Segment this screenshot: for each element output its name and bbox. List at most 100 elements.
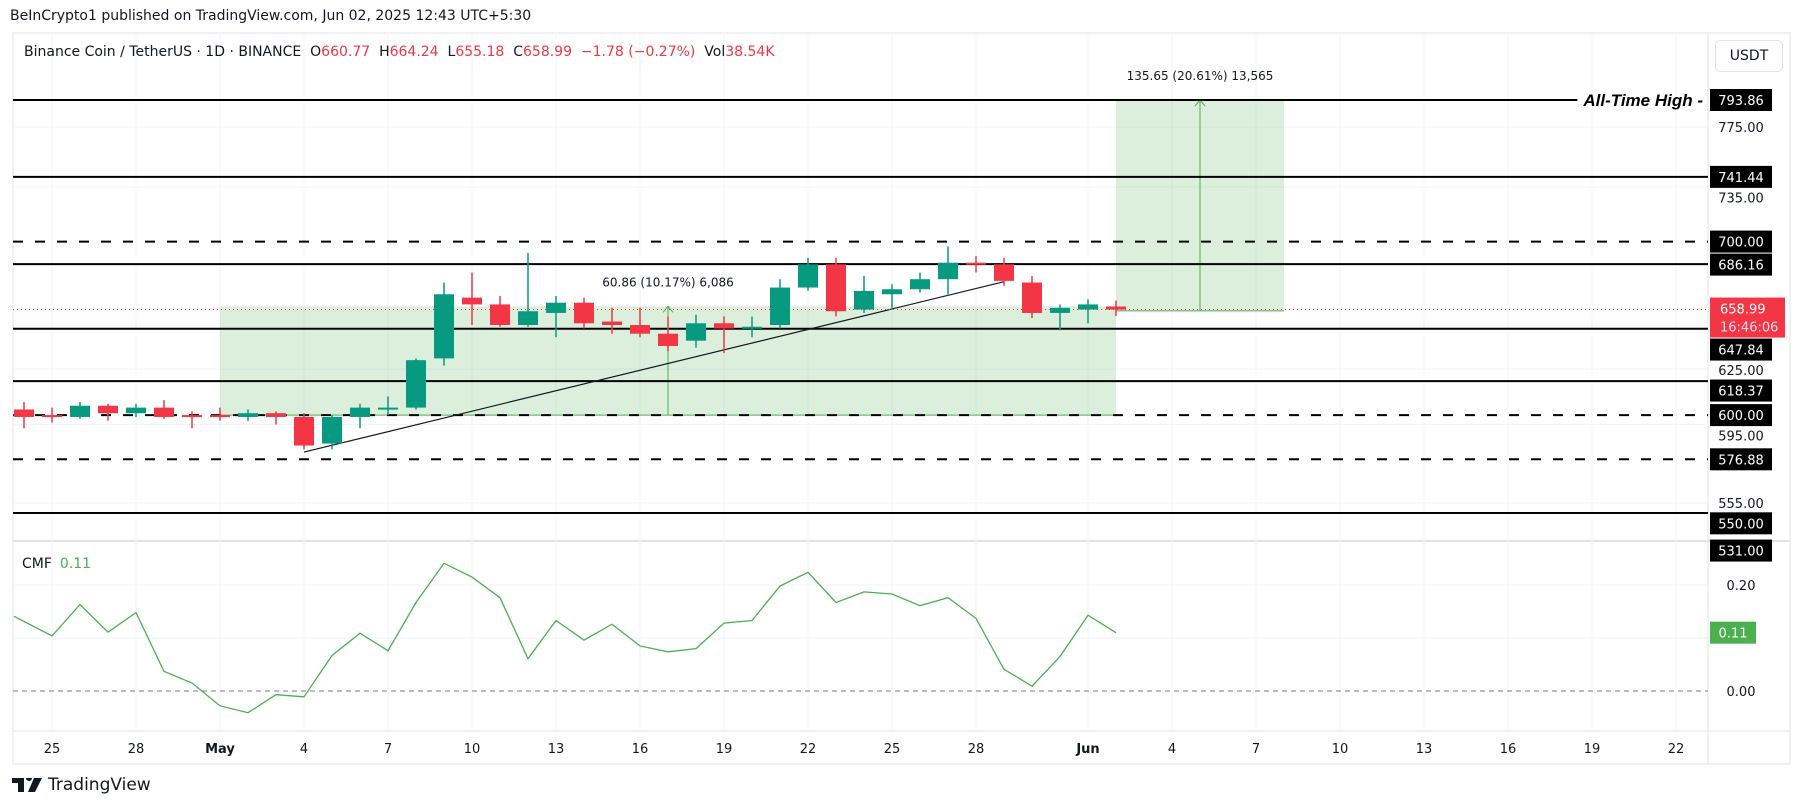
candle[interactable] <box>770 279 790 329</box>
trendline[interactable] <box>303 281 1005 453</box>
candle-body <box>854 290 874 310</box>
arrow-head-icon <box>662 305 674 313</box>
time-axis-label: 10 <box>1332 742 1349 757</box>
candle-body <box>686 323 706 341</box>
candle[interactable] <box>434 282 454 366</box>
candle-body <box>266 413 286 417</box>
time-axis-label: 22 <box>800 742 817 757</box>
cmf-line[interactable] <box>13 562 1117 714</box>
candle[interactable] <box>70 402 90 419</box>
candle-body <box>434 294 454 359</box>
candle-body <box>154 407 174 417</box>
level-price-tag <box>1710 379 1772 402</box>
tradingview-brand: TradingView <box>48 775 151 795</box>
close-value: 658.99 <box>523 44 572 60</box>
candle[interactable] <box>518 252 538 327</box>
candle[interactable] <box>210 407 230 421</box>
low-label: L <box>447 44 456 60</box>
candle[interactable] <box>882 284 902 308</box>
tradingview-logo-icon <box>12 778 42 792</box>
countdown-label: 16:46:06 <box>1720 321 1778 336</box>
candle[interactable] <box>462 272 482 326</box>
candle-body <box>126 407 146 414</box>
candle[interactable] <box>350 403 370 429</box>
candle[interactable] <box>322 415 342 450</box>
level-price-label: 576.88 <box>1718 453 1764 468</box>
time-axis-label: 19 <box>1584 742 1601 757</box>
level-price-tag <box>1710 512 1772 535</box>
time-axis-label: 7 <box>384 742 392 757</box>
candle-body <box>350 407 370 417</box>
candle[interactable] <box>742 316 762 338</box>
candle[interactable] <box>154 400 174 419</box>
candle[interactable] <box>686 314 706 348</box>
time-axis-label: 16 <box>632 742 649 757</box>
candle[interactable] <box>238 409 258 421</box>
candle[interactable] <box>546 295 566 338</box>
price-tick-label: 735.00 <box>1718 191 1764 206</box>
candle[interactable] <box>42 407 62 423</box>
tradingview-logo[interactable]: TradingView <box>12 775 151 795</box>
candle-body <box>14 409 34 417</box>
candle-body <box>546 302 566 313</box>
open-value: 660.77 <box>321 44 371 60</box>
candle[interactable] <box>406 358 426 410</box>
candle[interactable] <box>630 307 650 338</box>
level-price-tag <box>1710 338 1772 361</box>
candle[interactable] <box>658 316 678 352</box>
currency-button[interactable]: USDT <box>1715 40 1783 72</box>
volume-label: Vol <box>704 44 726 60</box>
candle-body <box>490 304 510 326</box>
time-axis-label: 7 <box>1252 742 1260 757</box>
candle[interactable] <box>994 257 1014 286</box>
time-axis-label: 22 <box>1668 742 1685 757</box>
level-price-label: 618.37 <box>1718 385 1764 400</box>
candle[interactable] <box>826 257 846 317</box>
chart-frame <box>12 32 1791 765</box>
candle[interactable] <box>1106 300 1126 317</box>
candle[interactable] <box>266 411 286 425</box>
price-tick-label: 775.00 <box>1718 121 1764 136</box>
time-axis-label: 28 <box>128 742 145 757</box>
time-axis-label: Jun <box>1075 742 1099 757</box>
candle[interactable] <box>966 256 986 273</box>
candle[interactable] <box>126 403 146 417</box>
candle-body <box>798 264 818 288</box>
candle[interactable] <box>378 396 398 416</box>
candle[interactable] <box>714 316 734 354</box>
measure-label: 60.86 (10.17%) 6,086 <box>602 275 733 289</box>
candle[interactable] <box>98 403 118 421</box>
cmf-name[interactable]: CMF <box>22 556 52 572</box>
level-price-label: 741.44 <box>1718 171 1764 186</box>
candle-body <box>742 326 762 329</box>
candle-body <box>1106 306 1126 310</box>
candle[interactable] <box>1050 304 1070 331</box>
time-axis-label: 4 <box>1168 742 1176 757</box>
time-axis-label: 16 <box>1500 742 1517 757</box>
candle-body <box>378 407 398 410</box>
cmf-legend: CMF 0.11 <box>22 556 91 572</box>
candle[interactable] <box>910 272 930 293</box>
candle[interactable] <box>490 295 510 327</box>
candle-body <box>322 416 342 444</box>
time-axis-label: 10 <box>464 742 481 757</box>
high-label: H <box>379 44 390 60</box>
symbol-title[interactable]: Binance Coin / TetherUS · 1D · BINANCE <box>24 44 302 60</box>
level-price-tag <box>1710 89 1772 111</box>
candle[interactable] <box>938 246 958 295</box>
candle[interactable] <box>798 257 818 291</box>
time-axis-label: 28 <box>968 742 985 757</box>
candle[interactable] <box>602 307 622 334</box>
candle[interactable] <box>854 275 874 313</box>
candle-body <box>70 405 90 417</box>
volume-value: 38.54K <box>725 44 775 60</box>
candle[interactable] <box>14 402 34 429</box>
candle[interactable] <box>1022 275 1042 319</box>
cmf-tick-label: 0.20 <box>1727 579 1756 594</box>
candle[interactable] <box>1078 299 1098 324</box>
candle[interactable] <box>574 297 594 329</box>
candle[interactable] <box>182 411 202 429</box>
candle[interactable] <box>294 413 314 450</box>
level-price-tag <box>1710 404 1772 427</box>
